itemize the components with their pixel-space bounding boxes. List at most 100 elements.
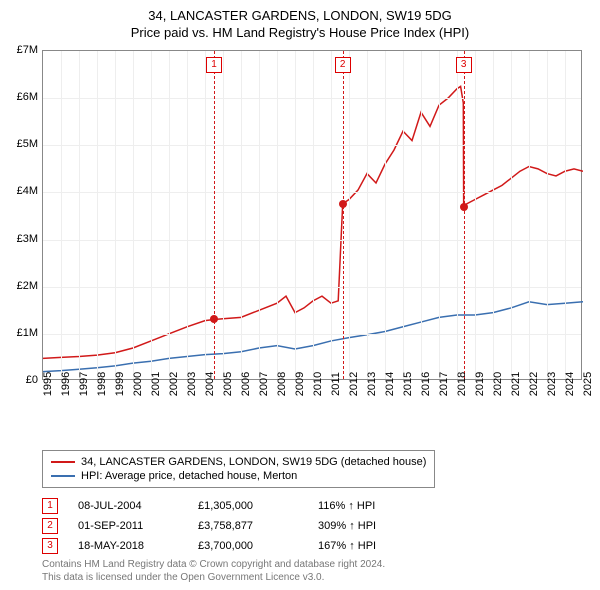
event-price: £3,700,000 [198, 540, 298, 552]
event-date: 18-MAY-2018 [78, 540, 178, 552]
gridline-vertical [259, 51, 260, 379]
x-axis-label: 2006 [240, 372, 252, 396]
gridline-vertical [223, 51, 224, 379]
x-axis-label: 2017 [438, 372, 450, 396]
gridline-horizontal [43, 240, 581, 241]
chart-container: 34, LANCASTER GARDENS, LONDON, SW19 5DG … [0, 0, 600, 590]
x-axis-label: 2018 [456, 372, 468, 396]
y-axis-label: £4M [17, 185, 38, 197]
event-pct: 309% ↑ HPI [318, 520, 418, 532]
x-axis-label: 2009 [294, 372, 306, 396]
x-axis-label: 2021 [510, 372, 522, 396]
gridline-vertical [169, 51, 170, 379]
x-axis-label: 1996 [60, 372, 72, 396]
gridline-vertical [367, 51, 368, 379]
chart-area: 123 £0£1M£2M£3M£4M£5M£6M£7M1995199619971… [42, 50, 582, 400]
plot-area: 1 2 3 [42, 50, 582, 380]
gridline-vertical [403, 51, 404, 379]
legend-item: 34, LANCASTER GARDENS, LONDON, SW19 5DG … [51, 455, 426, 469]
gridline-vertical [385, 51, 386, 379]
gridline-vertical [313, 51, 314, 379]
x-axis-label: 2010 [312, 372, 324, 396]
x-axis-label: 2008 [276, 372, 288, 396]
gridline-vertical [421, 51, 422, 379]
x-axis-label: 2002 [168, 372, 180, 396]
price-marker [339, 200, 347, 208]
x-axis-label: 2025 [582, 372, 594, 396]
event-date: 01-SEP-2011 [78, 520, 178, 532]
event-pct: 116% ↑ HPI [318, 500, 418, 512]
gridline-vertical [529, 51, 530, 379]
event-row: 1 08-JUL-2004 £1,305,000 116% ↑ HPI [42, 496, 582, 516]
x-axis-label: 1999 [114, 372, 126, 396]
x-axis-label: 2003 [186, 372, 198, 396]
x-axis-label: 2023 [546, 372, 558, 396]
legend-item: HPI: Average price, detached house, Mert… [51, 469, 426, 483]
y-axis-label: £1M [17, 327, 38, 339]
gridline-vertical [205, 51, 206, 379]
x-axis-label: 2013 [366, 372, 378, 396]
footer-line-2: This data is licensed under the Open Gov… [42, 571, 385, 584]
gridline-horizontal [43, 192, 581, 193]
gridline-vertical [565, 51, 566, 379]
gridline-vertical [511, 51, 512, 379]
gridline-vertical [187, 51, 188, 379]
y-axis-label: £2M [17, 280, 38, 292]
gridline-vertical [151, 51, 152, 379]
y-axis-label: £0 [26, 374, 38, 386]
x-axis-label: 2019 [474, 372, 486, 396]
event-badge-on-plot: 2 [335, 57, 351, 73]
x-axis-label: 2024 [564, 372, 576, 396]
y-axis-label: £7M [17, 44, 38, 56]
y-axis-label: £3M [17, 233, 38, 245]
gridline-horizontal [43, 334, 581, 335]
gridline-vertical [295, 51, 296, 379]
gridline-vertical [457, 51, 458, 379]
events-table: 1 08-JUL-2004 £1,305,000 116% ↑ HPI 2 01… [42, 496, 582, 556]
event-date: 08-JUL-2004 [78, 500, 178, 512]
event-vertical-line [343, 51, 344, 379]
event-row: 2 01-SEP-2011 £3,758,877 309% ↑ HPI [42, 516, 582, 536]
legend-swatch [51, 461, 75, 463]
footer: Contains HM Land Registry data © Crown c… [42, 558, 385, 584]
price-marker [210, 315, 218, 323]
chart-title: 34, LANCASTER GARDENS, LONDON, SW19 5DG … [0, 0, 600, 42]
x-axis-label: 2005 [222, 372, 234, 396]
event-badge: 1 [42, 498, 58, 514]
legend-label: 34, LANCASTER GARDENS, LONDON, SW19 5DG … [81, 456, 426, 468]
gridline-vertical [241, 51, 242, 379]
x-axis-label: 2014 [384, 372, 396, 396]
gridline-vertical [331, 51, 332, 379]
x-axis-label: 1998 [96, 372, 108, 396]
event-row: 3 18-MAY-2018 £3,700,000 167% ↑ HPI [42, 536, 582, 556]
gridline-vertical [475, 51, 476, 379]
legend-swatch [51, 475, 75, 477]
event-price: £1,305,000 [198, 500, 298, 512]
x-axis-label: 2001 [150, 372, 162, 396]
gridline-horizontal [43, 287, 581, 288]
x-axis-label: 2000 [132, 372, 144, 396]
gridline-vertical [277, 51, 278, 379]
title-line-2: Price paid vs. HM Land Registry's House … [0, 25, 600, 42]
gridline-vertical [97, 51, 98, 379]
gridline-vertical [115, 51, 116, 379]
x-axis-label: 1995 [42, 372, 54, 396]
event-vertical-line [464, 51, 465, 379]
event-badge-on-plot: 3 [456, 57, 472, 73]
legend: 34, LANCASTER GARDENS, LONDON, SW19 5DG … [42, 450, 435, 488]
gridline-vertical [439, 51, 440, 379]
x-axis-label: 2004 [204, 372, 216, 396]
x-axis-label: 2012 [348, 372, 360, 396]
footer-line-1: Contains HM Land Registry data © Crown c… [42, 558, 385, 571]
event-badge: 2 [42, 518, 58, 534]
gridline-vertical [133, 51, 134, 379]
gridline-horizontal [43, 145, 581, 146]
x-axis-label: 1997 [78, 372, 90, 396]
x-axis-label: 2011 [330, 372, 342, 396]
event-badge-on-plot: 1 [206, 57, 222, 73]
gridline-vertical [493, 51, 494, 379]
event-pct: 167% ↑ HPI [318, 540, 418, 552]
gridline-vertical [349, 51, 350, 379]
gridline-vertical [79, 51, 80, 379]
legend-label: HPI: Average price, detached house, Mert… [81, 470, 297, 482]
